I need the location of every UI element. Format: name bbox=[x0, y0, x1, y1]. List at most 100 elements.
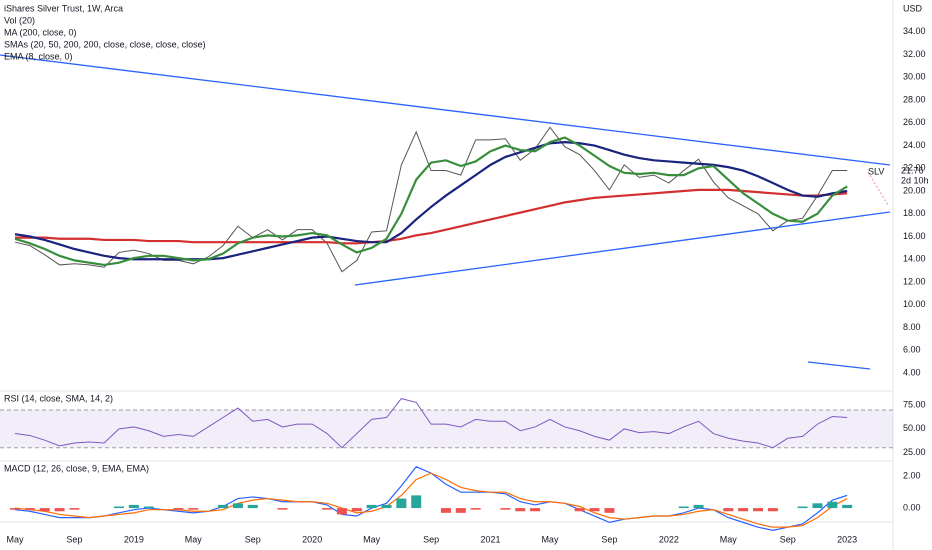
histogram-bar bbox=[440, 508, 451, 513]
macd-line bbox=[14, 472, 848, 528]
y-tick-label: 2.00 bbox=[903, 471, 921, 481]
price-box bbox=[895, 165, 931, 187]
histogram-bar bbox=[396, 498, 407, 509]
y-tick-label: 75.00 bbox=[903, 400, 926, 410]
histogram-bar bbox=[24, 508, 35, 510]
y-tick-label: 16.00 bbox=[903, 231, 926, 241]
histogram-bar bbox=[411, 495, 422, 509]
projection bbox=[867, 171, 889, 206]
y-tick-label: 50.00 bbox=[903, 423, 926, 433]
rsi-band bbox=[0, 409, 893, 448]
x-tick-label: May bbox=[6, 534, 24, 544]
histogram-bar bbox=[604, 508, 615, 513]
y-tick-label: 8.00 bbox=[903, 322, 921, 332]
y-tick-label: 22.00 bbox=[903, 163, 926, 173]
histogram-bar bbox=[827, 501, 838, 509]
x-tick-label: Sep bbox=[601, 534, 617, 544]
last-price: 21.76 bbox=[901, 165, 924, 175]
rsi-line bbox=[14, 398, 848, 449]
pane-title: RSI (14, close, SMA, 14, 2) bbox=[4, 393, 113, 403]
histogram-bar bbox=[530, 508, 541, 512]
histogram-bar bbox=[678, 506, 689, 509]
histogram-bar bbox=[322, 508, 333, 510]
trendline bbox=[807, 361, 871, 370]
legend-entry: EMA (8, close, 0) bbox=[4, 51, 73, 61]
countdown: 2d 10h bbox=[901, 175, 929, 185]
y-tick-label: 34.00 bbox=[903, 26, 926, 36]
histogram-bar bbox=[500, 508, 511, 510]
x-tick-label: Sep bbox=[423, 534, 439, 544]
histogram-bar bbox=[39, 508, 50, 512]
x-tick-label: Sep bbox=[780, 534, 796, 544]
histogram-bar bbox=[455, 508, 466, 513]
legend-entry: Vol (20) bbox=[4, 15, 35, 25]
pane-title: MACD (12, 26, close, 9, EMA, EMA) bbox=[4, 463, 149, 473]
histogram-bar bbox=[574, 508, 585, 512]
histogram-bar bbox=[247, 504, 258, 509]
legend-title: iShares Silver Trust, 1W, Arca bbox=[4, 3, 123, 13]
x-tick-label: May bbox=[541, 534, 559, 544]
histogram-bar bbox=[69, 508, 80, 510]
x-tick-label: 2019 bbox=[124, 534, 144, 544]
y-tick-label: 20.00 bbox=[903, 185, 926, 195]
histogram-bar bbox=[470, 508, 481, 510]
x-tick-label: May bbox=[185, 534, 203, 544]
histogram-bar bbox=[693, 504, 704, 509]
x-tick-label: 2022 bbox=[659, 534, 679, 544]
histogram-bar bbox=[114, 506, 125, 509]
histogram-bar bbox=[589, 508, 600, 512]
trendline bbox=[354, 211, 891, 286]
x-tick-label: Sep bbox=[245, 534, 261, 544]
axis-unit: USD bbox=[903, 3, 923, 13]
histogram-bar bbox=[351, 508, 362, 512]
histogram-bar bbox=[54, 508, 65, 512]
histogram-bar bbox=[336, 508, 347, 515]
histogram-bar bbox=[143, 506, 154, 509]
y-tick-label: 26.00 bbox=[903, 117, 926, 127]
moving-average bbox=[14, 141, 848, 261]
x-tick-label: Sep bbox=[66, 534, 82, 544]
y-tick-label: 24.00 bbox=[903, 140, 926, 150]
histogram-bar bbox=[232, 503, 243, 509]
y-tick-label: 4.00 bbox=[903, 367, 921, 377]
trendline bbox=[0, 54, 891, 166]
histogram-bar bbox=[753, 508, 763, 512]
x-tick-label: May bbox=[363, 534, 381, 544]
histogram-bar bbox=[515, 508, 526, 512]
y-tick-label: 0.00 bbox=[903, 502, 921, 512]
histogram-bar bbox=[10, 508, 20, 510]
histogram-bar bbox=[381, 504, 392, 509]
symbol-label: SLV bbox=[868, 166, 884, 176]
histogram-bar bbox=[173, 508, 184, 510]
moving-average bbox=[15, 188, 848, 245]
x-tick-label: May bbox=[720, 534, 738, 544]
y-tick-label: 18.00 bbox=[903, 208, 926, 218]
histogram-bar bbox=[767, 508, 778, 512]
histogram-bar bbox=[812, 503, 823, 509]
legend-entry: SMAs (20, 50, 200, 200, close, close, cl… bbox=[4, 39, 206, 49]
x-tick-label: 2021 bbox=[481, 534, 501, 544]
histogram-bar bbox=[366, 504, 377, 509]
y-tick-label: 10.00 bbox=[903, 299, 926, 309]
histogram-bar bbox=[218, 504, 229, 509]
y-tick-label: 28.00 bbox=[903, 94, 926, 104]
legend-entry: MA (200, close, 0) bbox=[4, 27, 77, 37]
x-tick-label: 2023 bbox=[837, 534, 857, 544]
y-tick-label: 25.00 bbox=[903, 447, 926, 457]
histogram-bar bbox=[797, 506, 808, 509]
histogram-bar bbox=[738, 508, 749, 512]
histogram-bar bbox=[128, 504, 139, 509]
histogram-bar bbox=[842, 504, 853, 509]
y-tick-label: 30.00 bbox=[903, 72, 926, 82]
moving-average bbox=[14, 136, 848, 267]
y-tick-label: 14.00 bbox=[903, 254, 926, 264]
y-tick-label: 6.00 bbox=[903, 345, 921, 355]
histogram-bar bbox=[723, 508, 734, 512]
histogram-bar bbox=[277, 508, 288, 510]
x-tick-label: 2020 bbox=[302, 534, 322, 544]
y-tick-label: 12.00 bbox=[903, 276, 926, 286]
histogram-bar bbox=[188, 508, 199, 510]
y-tick-label: 32.00 bbox=[903, 49, 926, 59]
